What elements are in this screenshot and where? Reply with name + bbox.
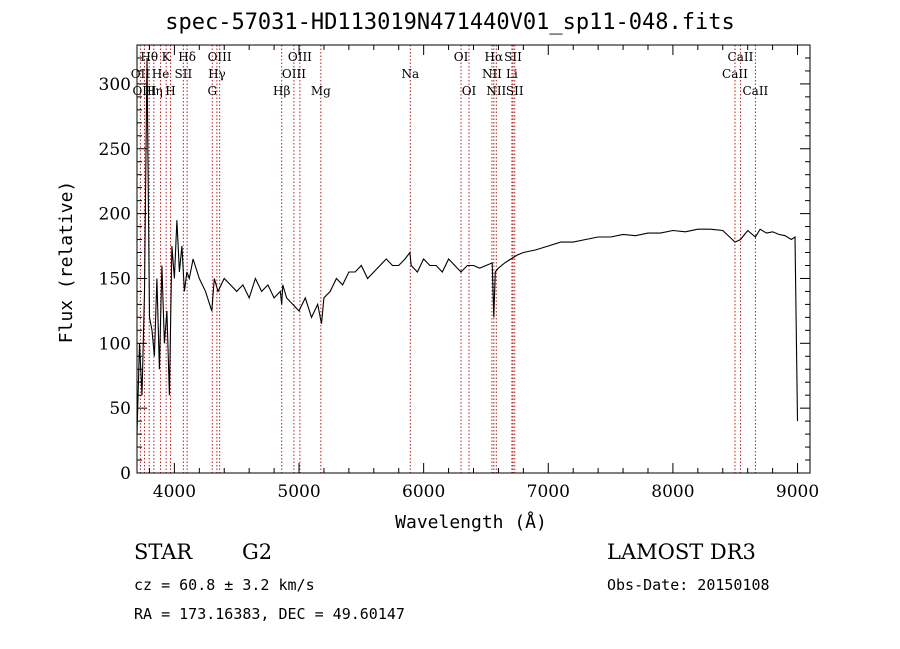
x-tick-label: 4000 [153, 482, 196, 502]
spectrum-line [136, 57, 799, 435]
line-label: Mg [311, 84, 331, 98]
observation-date: Obs-Date: 20150108 [607, 576, 770, 594]
line-label: Li [506, 67, 518, 81]
x-tick-label: 5000 [277, 482, 320, 502]
survey-name: LAMOST DR3 [607, 540, 756, 564]
y-axis-label: Flux (relative) [56, 181, 77, 344]
x-axis-ticks: 4000 5000 6000 7000 8000 9000 [148, 45, 819, 502]
y-tick-label: 250 [99, 140, 131, 160]
x-tick-label: 6000 [402, 482, 445, 502]
y-tick-label: 0 [120, 464, 131, 484]
x-tick-label: 7000 [527, 482, 570, 502]
plot-frame [136, 44, 811, 474]
y-tick-label: 150 [99, 269, 131, 289]
line-label: CaII [728, 50, 754, 64]
line-label: CaII [722, 67, 748, 81]
chart-title: spec-57031-HD113019N471440V01_sp11-048.f… [165, 10, 735, 35]
line-label: Hθ [140, 50, 158, 64]
line-label: SII [504, 50, 522, 64]
y-tick-label: 200 [99, 205, 131, 225]
y-axis-ticks: 0 50 100 150 200 250 300 [99, 57, 810, 484]
line-label: OI [454, 50, 469, 64]
line-label: Hβ [273, 84, 290, 98]
line-label: Hα [485, 50, 504, 64]
object-type: STAR [134, 540, 193, 564]
line-label: OIII [282, 67, 306, 81]
redshift-cz: cz = 60.8 ± 3.2 km/s [134, 576, 315, 594]
line-label: OI [462, 84, 477, 98]
coordinates: RA = 173.16383, DEC = 49.60147 [134, 605, 405, 623]
line-label: NII [486, 84, 506, 98]
line-label: SII [506, 84, 524, 98]
plot-border [136, 44, 811, 474]
line-label: H [165, 84, 175, 98]
line-label: NII [482, 67, 502, 81]
line-label: Hγ [208, 67, 226, 81]
x-axis-label: Wavelength (Å) [395, 511, 547, 533]
line-label: Na [401, 67, 419, 81]
line-label: G [207, 84, 217, 98]
emission-line-markers [139, 45, 756, 473]
line-label: OII [131, 67, 151, 81]
line-label: He [152, 67, 170, 81]
x-tick-label: 9000 [776, 482, 819, 502]
y-tick-label: 100 [99, 334, 131, 354]
line-label: Hδ [178, 50, 196, 64]
line-label: Hη [145, 84, 163, 98]
y-tick-label: 50 [109, 399, 131, 419]
line-label: OIII [132, 84, 156, 98]
line-label: K [162, 50, 172, 64]
spectrum-series [136, 57, 799, 435]
line-label: OIII [208, 50, 232, 64]
line-label: CaII [742, 84, 768, 98]
line-label: OIII [288, 50, 312, 64]
subclass: G2 [242, 540, 273, 564]
x-tick-label: 8000 [651, 482, 694, 502]
line-label: SII [175, 67, 193, 81]
y-tick-label: 300 [99, 75, 131, 95]
